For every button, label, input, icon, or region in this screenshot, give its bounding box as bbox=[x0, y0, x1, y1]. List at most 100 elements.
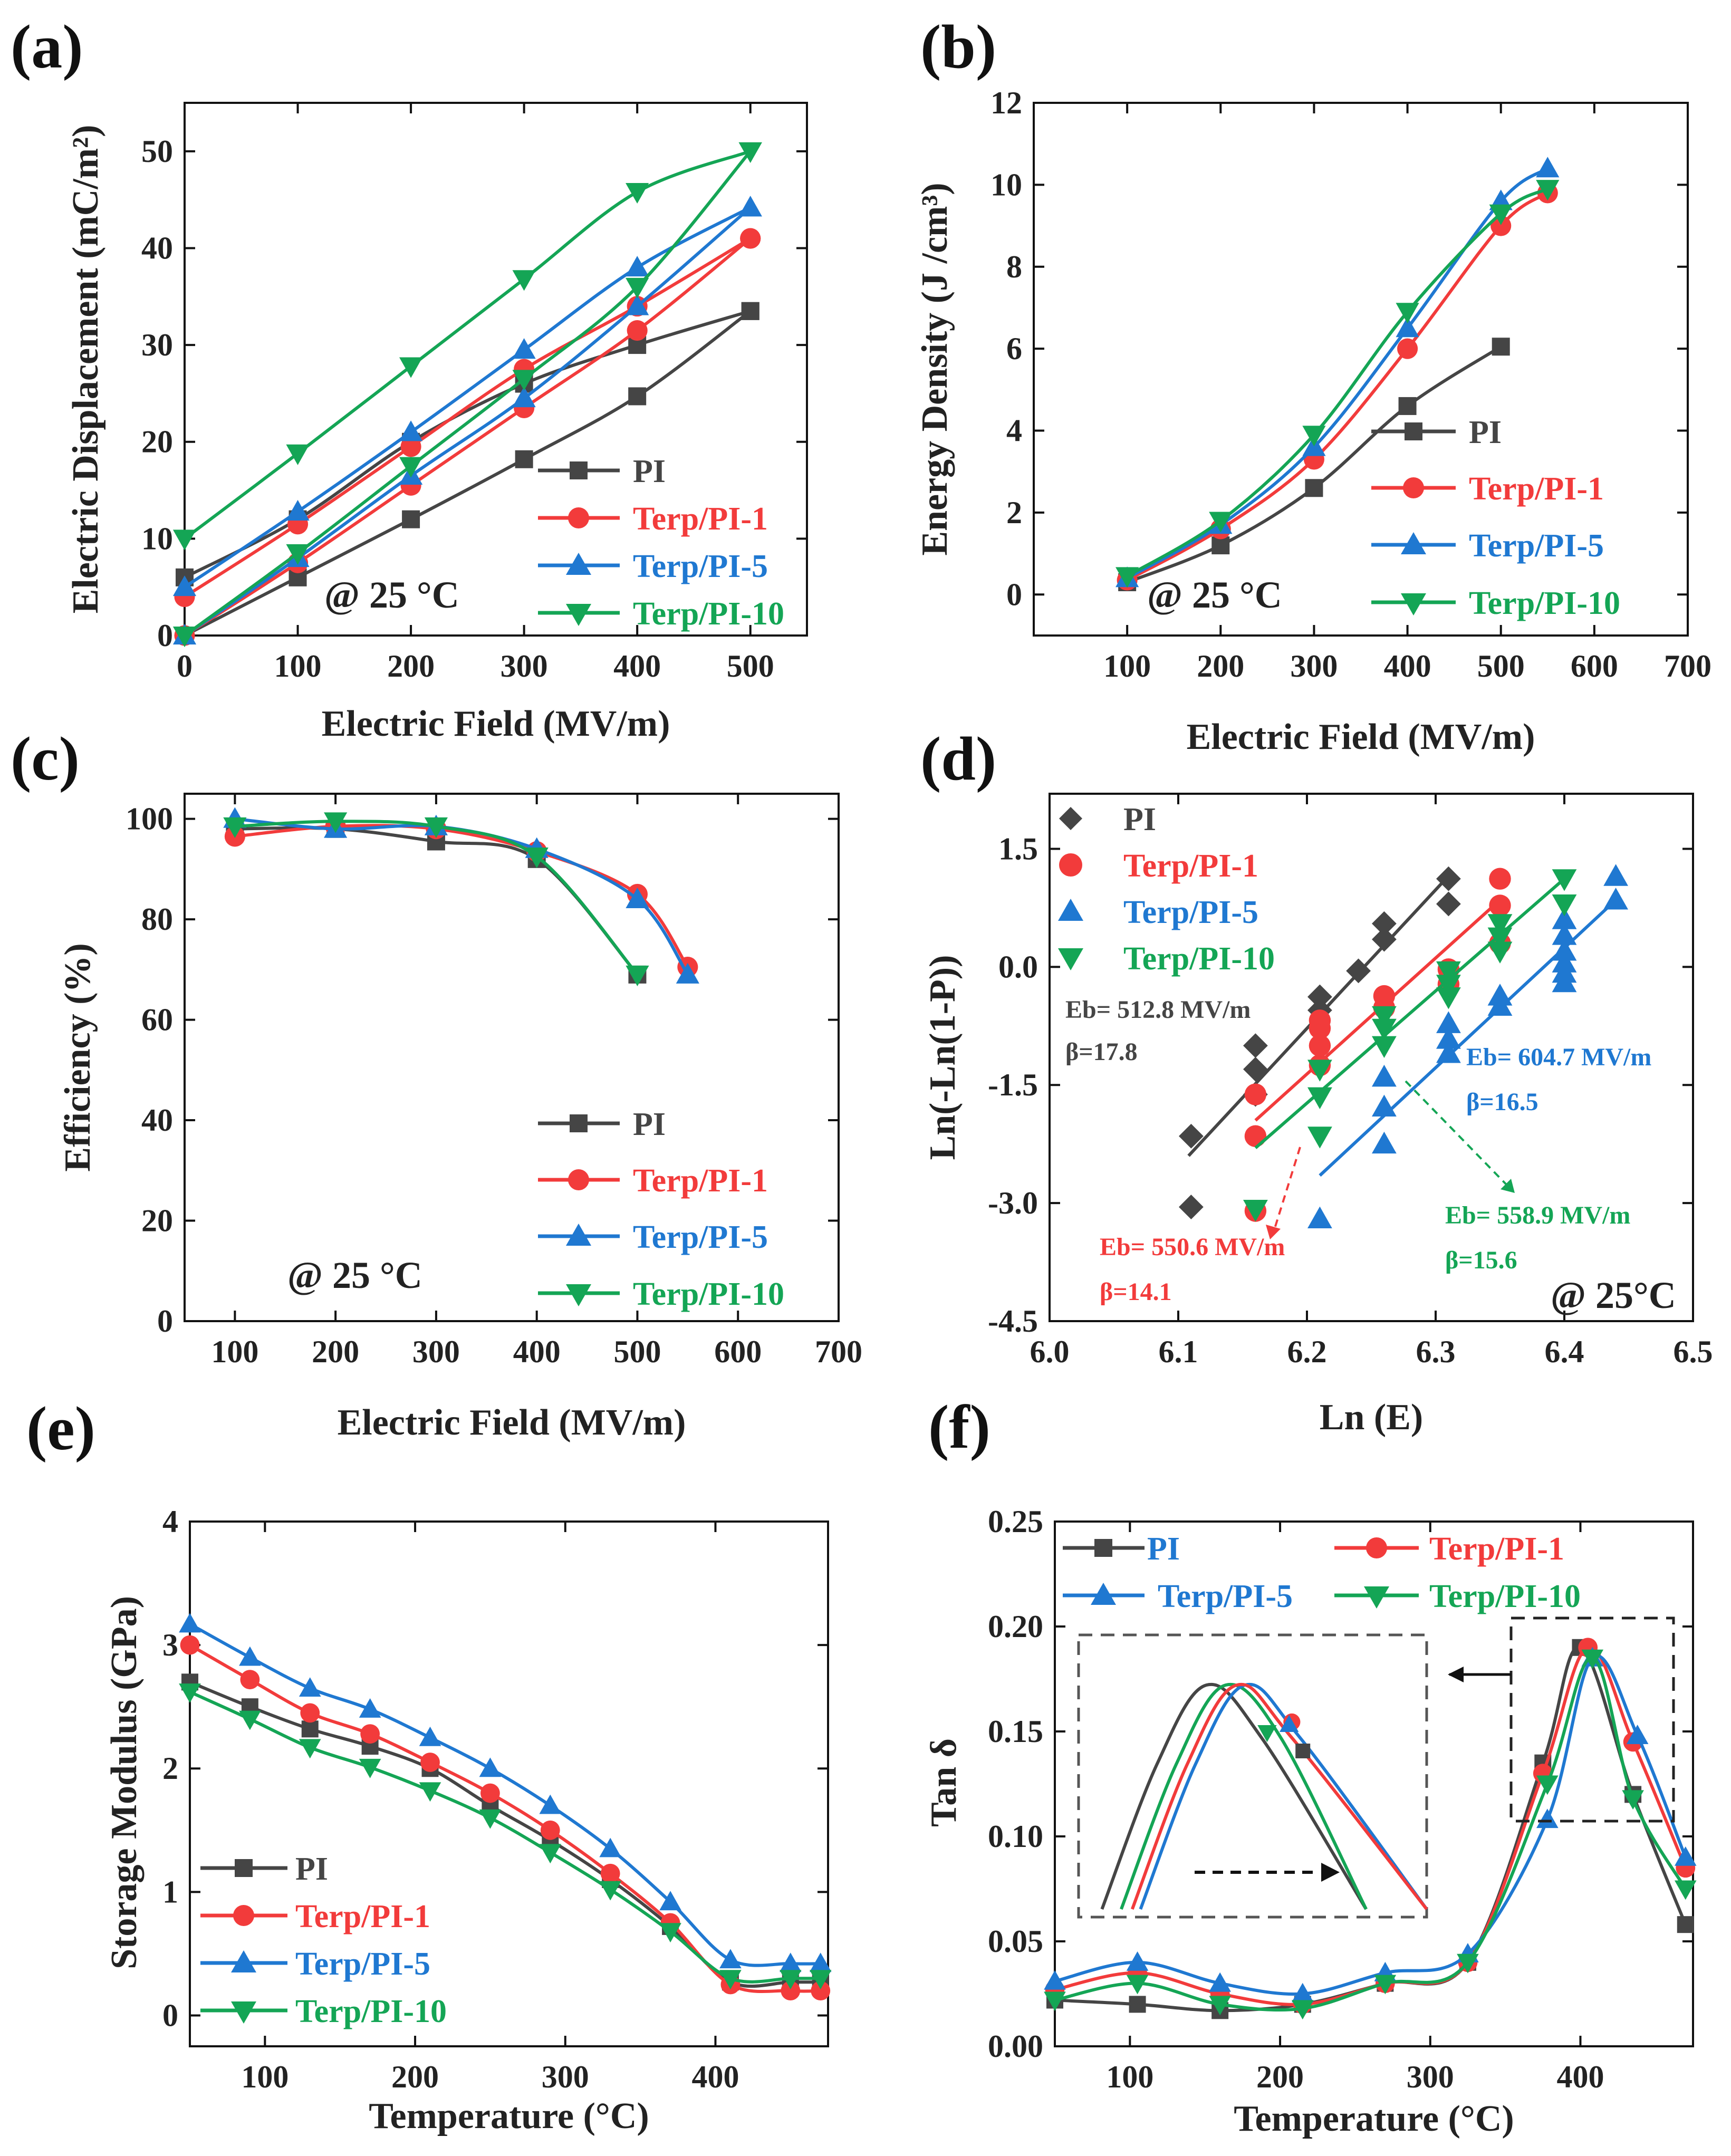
data-point-pi bbox=[301, 1720, 319, 1738]
data-point-terppi10 bbox=[626, 277, 649, 299]
data-point-terppi5 bbox=[1372, 1131, 1397, 1154]
legend-label-b-terp1: Terp/PI-1 bbox=[1469, 471, 1604, 507]
panel-label-a: (a) bbox=[11, 12, 83, 81]
data-point-terppi1 bbox=[1244, 1125, 1267, 1147]
legend-marker-a-terp1 bbox=[568, 507, 589, 528]
data-point-terppi5 bbox=[1372, 1094, 1397, 1117]
data-point-terppi10 bbox=[626, 965, 649, 986]
x-tick-label: 500 bbox=[727, 649, 774, 684]
ticks-d: 6.0 6.1 6.2 6.3 6.4 6.5 -4.5 -3.0 -1.5 0.0 1.5 bbox=[988, 794, 1713, 1369]
y-tick-label: 10 bbox=[141, 521, 173, 556]
data-point-terppi10 bbox=[599, 1881, 621, 1901]
y-tick-label: 4 bbox=[1006, 413, 1022, 448]
data-point-terppi5 bbox=[809, 1952, 832, 1972]
inset-curves bbox=[1100, 1682, 1428, 1910]
data-point-terppi5 bbox=[539, 1794, 562, 1814]
legend-marker-a-pi bbox=[570, 461, 588, 479]
legend-label-e-terp1: Terp/PI-1 bbox=[295, 1899, 430, 1934]
x-axis-title-f: Temperature (°C) bbox=[1234, 2099, 1514, 2139]
data-point-terppi5 bbox=[676, 962, 699, 984]
y-tick-label: 0 bbox=[157, 618, 173, 653]
series-e bbox=[179, 1613, 832, 2001]
data-point-terppi1 bbox=[1489, 868, 1511, 890]
data-point-terppi5 bbox=[1487, 984, 1513, 1006]
y-tick-label: 1.5 bbox=[998, 831, 1038, 866]
legend-marker-a-terp10 bbox=[566, 604, 591, 626]
legend-label-c-terp10: Terp/PI-10 bbox=[633, 1276, 784, 1312]
y-tick-label: 0.00 bbox=[988, 2029, 1043, 2064]
data-point-terppi5 bbox=[1372, 1064, 1397, 1087]
series-b bbox=[1115, 157, 1560, 591]
data-point-terppi5 bbox=[1536, 1808, 1559, 1828]
x-tick-label: 200 bbox=[312, 1334, 359, 1369]
legend-e: PI Terp/PI-1 Terp/PI-5 Terp/PI-10 bbox=[200, 1851, 447, 2029]
data-point-terppi5 bbox=[1436, 1041, 1461, 1063]
plot-frame-c bbox=[184, 793, 840, 1322]
data-point-terppi10 bbox=[1209, 512, 1233, 533]
series-line-terppi1-charge bbox=[184, 237, 752, 599]
data-point-terppi5 bbox=[1603, 864, 1628, 886]
data-point-terppi10 bbox=[424, 817, 448, 839]
data-point-pi bbox=[1436, 866, 1461, 891]
data-point-terppi10 bbox=[239, 1710, 261, 1730]
series-line-terppi5-charge bbox=[184, 206, 752, 589]
data-point-terppi10 bbox=[324, 812, 348, 833]
y-tick-label: 0.15 bbox=[988, 1714, 1043, 1749]
data-point-terppi10 bbox=[1307, 1127, 1332, 1149]
data-point-terppi1 bbox=[811, 1981, 831, 2001]
legend-marker-b-terp1 bbox=[1403, 477, 1424, 498]
condition-note-b: @ 25 °C bbox=[1147, 574, 1282, 616]
panel-c: (c) 100 200 300 400 500 600 700 0 20 40 60 80 100 El… bbox=[11, 724, 862, 1443]
condition-note-d: @ 25°C bbox=[1551, 1274, 1676, 1316]
data-point-terppi5 bbox=[719, 1949, 742, 1969]
data-point-terppi5 bbox=[1307, 1206, 1332, 1228]
y-tick-label: 2 bbox=[1006, 495, 1022, 530]
x-tick-label: 6.3 bbox=[1416, 1334, 1456, 1369]
data-point-terppi5 bbox=[179, 1613, 201, 1633]
data-point-terppi10 bbox=[399, 457, 423, 478]
y-tick-label: 0.0 bbox=[998, 949, 1038, 984]
data-point-terppi1 bbox=[781, 1981, 801, 2001]
data-point-terppi10 bbox=[780, 1970, 802, 1990]
beta-label-pi: β=17.8 bbox=[1065, 1038, 1138, 1066]
y-tick-label: 10 bbox=[990, 167, 1022, 202]
data-point-terppi1 bbox=[540, 1820, 560, 1840]
data-point-terppi10 bbox=[1243, 1200, 1268, 1222]
data-point-terppi10 bbox=[1436, 975, 1461, 997]
x-tick-label: 100 bbox=[241, 2059, 288, 2094]
x-tick-label: 500 bbox=[613, 1334, 661, 1369]
data-point-pi bbox=[628, 387, 647, 406]
data-point-pi bbox=[1129, 1996, 1146, 2013]
x-tick-label: 6.4 bbox=[1545, 1334, 1584, 1369]
data-point-terppi10 bbox=[1126, 1975, 1149, 1995]
x-tick-label: 0 bbox=[177, 649, 193, 684]
y-tick-label: 20 bbox=[141, 1204, 173, 1238]
data-point-terppi1 bbox=[240, 1670, 260, 1690]
data-point-terppi10 bbox=[525, 848, 549, 869]
inset-curve-terppi1 bbox=[1130, 1682, 1428, 1910]
inset-curve-pi bbox=[1100, 1682, 1368, 1910]
data-point-terppi5 bbox=[1209, 1972, 1231, 1992]
data-point-terppi5 bbox=[1436, 1027, 1461, 1049]
data-point-terppi1 bbox=[180, 1635, 200, 1655]
data-point-terppi5 bbox=[1626, 1725, 1649, 1744]
data-point-terppi10 bbox=[809, 1970, 832, 1990]
panel-b: (b) 100 200 300 400 500 600 700 0 2 4 6 8 10 12 Elect… bbox=[915, 12, 1711, 757]
data-point-terppi5 bbox=[172, 575, 197, 596]
plot-frame-f bbox=[1054, 1520, 1694, 2047]
inset-zoom bbox=[1077, 1616, 1675, 1919]
y-tick-label: 60 bbox=[141, 1003, 173, 1037]
plot-frame-b bbox=[1033, 102, 1689, 637]
legend-marker-d-pi bbox=[1059, 807, 1082, 830]
data-point-terppi10 bbox=[286, 444, 310, 465]
x-tick-label: 400 bbox=[513, 1334, 561, 1369]
x-tick-label: 400 bbox=[613, 649, 661, 684]
data-point-terppi10 bbox=[399, 357, 423, 378]
legend-marker-e-pi bbox=[235, 1859, 253, 1877]
legend-marker-f-terp5 bbox=[1091, 1583, 1116, 1605]
data-point-terppi10 bbox=[172, 530, 197, 551]
legend-marker-f-pi bbox=[1094, 1539, 1112, 1557]
beta-label-terp1: β=14.1 bbox=[1100, 1278, 1172, 1306]
data-point-terppi10 bbox=[1457, 1953, 1479, 1974]
x-tick-label: 6.2 bbox=[1287, 1334, 1327, 1369]
